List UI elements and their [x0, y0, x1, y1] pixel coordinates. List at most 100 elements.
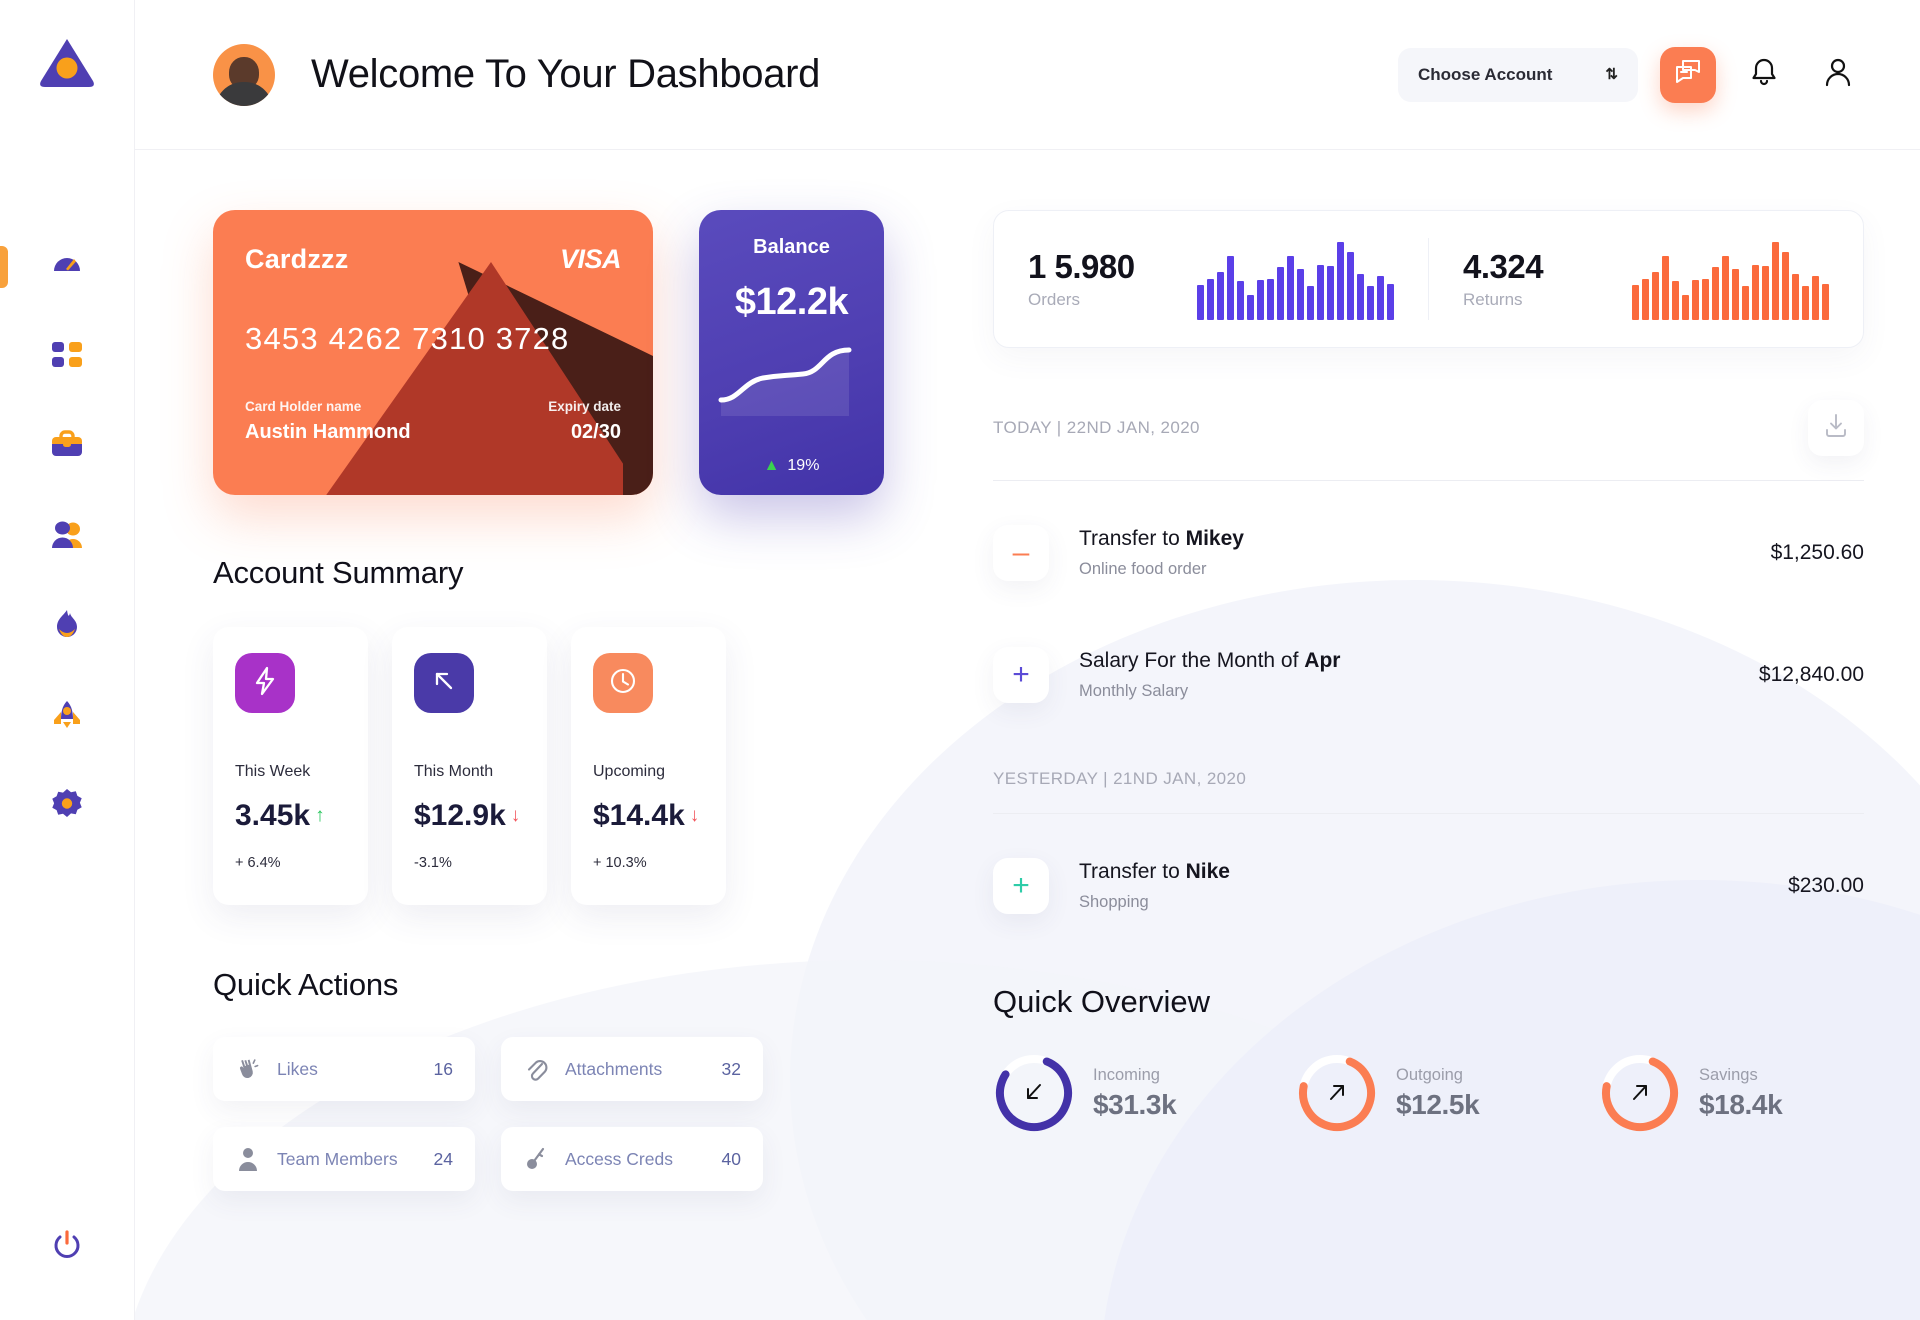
bar	[1237, 281, 1244, 320]
trend-arrow-down-icon: ↓	[689, 805, 700, 826]
balance-card[interactable]: Balance $12.2k ▲ 19%	[699, 210, 884, 495]
transaction-amount: $230.00	[1788, 874, 1864, 897]
bar	[1682, 295, 1689, 320]
quick-actions-title: Quick Actions	[213, 967, 399, 1002]
bar	[1692, 280, 1699, 320]
account-select[interactable]: Choose Account ⇅	[1398, 47, 1638, 102]
bar	[1367, 286, 1374, 320]
card-brand: Cardzzz	[245, 244, 349, 274]
orders-bar-chart	[1197, 238, 1394, 320]
summary-card-this-month[interactable]: This Month $12.9k ↓ -3.1%	[392, 627, 547, 905]
quick-action-count: 24	[433, 1148, 453, 1169]
transaction-sign-badge: –	[993, 525, 1049, 581]
trend-arrow-down-icon: ↓	[510, 805, 521, 826]
bar	[1822, 284, 1829, 320]
main-area: Welcome To Your Dashboard Choose Account…	[135, 0, 1920, 1320]
app-logo[interactable]	[36, 32, 98, 94]
transaction-row-mikey[interactable]: – Transfer to Mikey Online food order $1…	[993, 481, 1864, 581]
arrow-up-icon: ▲	[763, 457, 780, 474]
bar	[1652, 271, 1659, 320]
stat-orders-value: 1 5.980	[1028, 248, 1135, 285]
transaction-title-prefix: Salary For the Month of	[1079, 649, 1305, 672]
bar	[1802, 286, 1809, 320]
power-button[interactable]	[50, 1229, 84, 1268]
download-button[interactable]	[1808, 400, 1864, 456]
rocket-icon	[51, 700, 83, 735]
visa-logo: VISA	[559, 244, 622, 274]
overview-label: Incoming	[1093, 1065, 1160, 1084]
overview-item-savings[interactable]: Savings $18.4k	[1599, 1052, 1864, 1134]
quick-action-label: Likes	[277, 1058, 318, 1079]
overview-text: Incoming $31.3k	[1093, 1065, 1177, 1121]
sidebar-item-launch[interactable]	[0, 694, 134, 740]
overview-item-incoming[interactable]: Incoming $31.3k	[993, 1052, 1258, 1134]
user-icon	[1823, 56, 1853, 93]
quick-action-label: Attachments	[565, 1058, 663, 1079]
transaction-title: Salary For the Month of Apr	[1079, 649, 1340, 673]
bar	[1702, 279, 1709, 320]
sidebar-item-team[interactable]	[0, 514, 134, 560]
transaction-amount: $12,840.00	[1758, 663, 1864, 686]
transaction-row-nike[interactable]: + Transfer to Nike Shopping $230.00	[993, 814, 1864, 914]
quick-overview-title: Quick Overview	[993, 984, 1211, 1019]
transactions-day-label: TODAY | 22ND JAN, 2020	[993, 418, 1200, 437]
bar	[1712, 266, 1719, 320]
right-column: 1 5.980 Orders 4.324 Returns	[893, 210, 1864, 1320]
bar	[1752, 264, 1759, 320]
quick-action-attachments[interactable]: Attachments 32	[501, 1037, 763, 1101]
sidebar-item-settings[interactable]	[0, 784, 134, 830]
sidebar-item-dashboard[interactable]	[0, 244, 134, 290]
sidebar-item-trending[interactable]	[0, 604, 134, 650]
chevron-updown-icon: ⇅	[1605, 66, 1618, 83]
sidebar-item-briefcase[interactable]	[0, 424, 134, 470]
grid-icon	[52, 341, 82, 373]
transaction-title-strong: Apr	[1304, 649, 1341, 672]
quick-action-label: Team Members	[277, 1148, 398, 1169]
quick-action-likes[interactable]: Likes 16	[213, 1037, 475, 1101]
card-holder-label: Card Holder name	[245, 399, 362, 414]
returns-bar-chart	[1632, 238, 1829, 320]
account-summary-title: Account Summary	[213, 555, 464, 590]
sidebar	[0, 0, 135, 1320]
transaction-text: Transfer to Nike Shopping	[1079, 860, 1230, 912]
transaction-amount: $1,250.60	[1770, 541, 1864, 564]
bar	[1642, 279, 1649, 320]
summary-card-upcoming[interactable]: Upcoming $14.4k ↓ + 10.3%	[571, 627, 726, 905]
card-holder-name: Austin Hammond	[245, 421, 411, 443]
users-icon	[50, 521, 84, 554]
person-icon	[235, 1147, 261, 1171]
transaction-title-prefix: Transfer to	[1079, 860, 1186, 883]
quick-action-access-creds[interactable]: Access Creds 40	[501, 1127, 763, 1191]
avatar[interactable]	[213, 43, 275, 106]
bar	[1207, 279, 1214, 320]
balance-trend: ▲ 19%	[764, 457, 820, 475]
arrow-down-left-icon	[993, 1052, 1075, 1134]
paperclip-icon	[523, 1056, 549, 1082]
bar	[1792, 273, 1799, 320]
quick-action-team-members[interactable]: Team Members 24	[213, 1127, 475, 1191]
summary-card-this-week[interactable]: This Week 3.45k ↑ + 6.4%	[213, 627, 368, 905]
profile-button[interactable]	[1812, 49, 1864, 101]
transaction-row-salary[interactable]: + Salary For the Month of Apr Monthly Sa…	[993, 581, 1864, 703]
balance-sparkline-chart	[717, 338, 867, 420]
card-top-row: Cardzzz VISA	[245, 244, 622, 275]
summary-value: $14.4k	[593, 799, 685, 832]
summary-label: This Month	[414, 763, 494, 780]
credit-card[interactable]: Cardzzz VISA 3453 4262 7310 3728 Card Ho…	[213, 210, 653, 495]
notifications-button[interactable]	[1738, 49, 1790, 101]
transaction-title-prefix: Transfer to	[1079, 527, 1186, 550]
bar	[1267, 279, 1274, 320]
bar	[1782, 252, 1789, 320]
sidebar-item-apps[interactable]	[0, 334, 134, 380]
overview-item-outgoing[interactable]: Outgoing $12.5k	[1296, 1052, 1561, 1134]
outgoing-ring-chart	[1296, 1052, 1378, 1134]
messages-button[interactable]	[1660, 46, 1716, 103]
key-icon	[523, 1146, 549, 1172]
transaction-text: Transfer to Mikey Online food order	[1079, 527, 1244, 579]
transactions-header-today: TODAY | 22ND JAN, 2020	[993, 400, 1864, 456]
bar	[1257, 280, 1264, 320]
left-column: Cardzzz VISA 3453 4262 7310 3728 Card Ho…	[213, 210, 893, 1320]
quick-action-count: 32	[721, 1058, 741, 1079]
bar	[1217, 271, 1224, 320]
bar	[1347, 252, 1354, 320]
